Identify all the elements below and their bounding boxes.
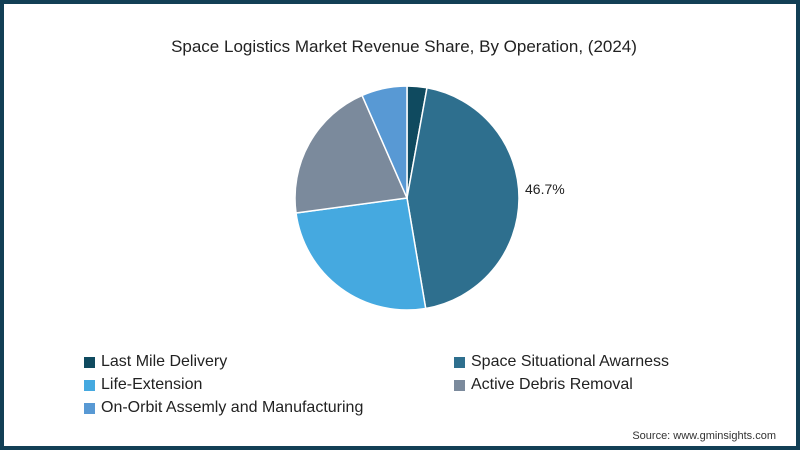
legend-label: Active Debris Removal	[471, 376, 633, 393]
source-note: Source: www.gminsights.com	[632, 430, 776, 442]
chart-title: Space Logistics Market Revenue Share, By…	[171, 37, 637, 56]
pie-chart	[294, 85, 520, 311]
legend-label: Life-Extension	[101, 376, 203, 393]
legend-item-last-mile-delivery: Last Mile Delivery	[84, 353, 227, 371]
legend-swatch	[84, 356, 95, 368]
legend-swatch	[84, 379, 95, 391]
pie-slice-life-extension	[295, 197, 427, 311]
legend-item-life-extension: Life-Extension	[84, 376, 202, 394]
legend-item-active-debris-removal: Active Debris Removal	[454, 376, 633, 394]
legend-swatch	[84, 402, 95, 414]
legend-swatch	[454, 356, 465, 368]
pie-slice-active-debris-removal	[294, 94, 409, 214]
legend-swatch	[454, 379, 465, 391]
pie-slices	[294, 85, 520, 311]
pie-slice-space-situational-awarness	[406, 86, 520, 310]
legend-label: Space Situational Awarness	[471, 353, 670, 370]
pie-slice-on-orbit-assemly-and-manufacturing	[361, 85, 408, 199]
legend-item-on-orbit-assemly: On-Orbit Assemly and Manufacturing	[84, 399, 363, 417]
legend-label: On-Orbit Assemly and Manufacturing	[101, 399, 364, 416]
legend-item-space-situational-awarness: Space Situational Awarness	[454, 353, 669, 371]
legend-label: Last Mile Delivery	[101, 353, 228, 370]
slice-data-label: 46.7%	[525, 181, 565, 197]
